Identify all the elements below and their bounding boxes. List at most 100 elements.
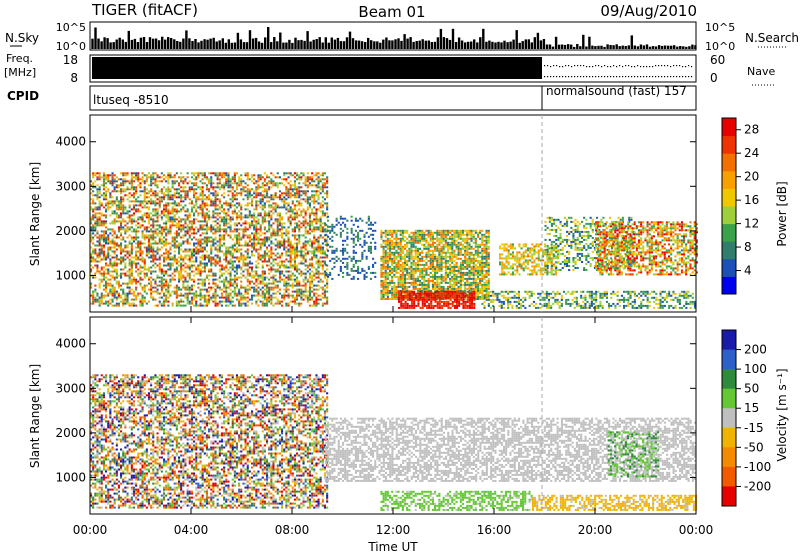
nsky-bar bbox=[667, 45, 670, 49]
data-cell bbox=[102, 254, 105, 257]
data-cell bbox=[313, 214, 316, 217]
data-cell bbox=[128, 214, 131, 217]
data-cell bbox=[304, 228, 307, 231]
data-cell bbox=[141, 302, 144, 305]
data-cell bbox=[327, 225, 330, 228]
data-cell bbox=[229, 294, 232, 297]
data-cell bbox=[304, 278, 307, 281]
data-cell bbox=[311, 178, 314, 181]
data-cell bbox=[130, 288, 133, 291]
data-cell bbox=[223, 216, 226, 219]
data-cell bbox=[285, 282, 288, 285]
data-cell bbox=[150, 236, 153, 239]
data-cell bbox=[321, 246, 324, 249]
freq-dot bbox=[574, 76, 576, 78]
data-cell bbox=[212, 216, 215, 219]
data-cell bbox=[276, 240, 279, 243]
data-cell bbox=[111, 182, 114, 185]
data-cell bbox=[225, 228, 228, 231]
data-cell bbox=[386, 298, 389, 300]
data-cell bbox=[397, 237, 400, 240]
data-cell bbox=[94, 252, 97, 255]
data-cell bbox=[302, 290, 305, 293]
data-cell bbox=[141, 172, 144, 175]
data-cell bbox=[186, 264, 189, 267]
data-cell bbox=[263, 272, 266, 275]
data-cell bbox=[248, 194, 251, 197]
data-cell bbox=[175, 240, 178, 243]
data-cell bbox=[324, 263, 327, 266]
data-cell bbox=[270, 266, 273, 269]
data-cell bbox=[298, 174, 301, 177]
data-cell bbox=[193, 236, 196, 239]
nsky-bar bbox=[660, 45, 664, 49]
data-cell bbox=[293, 274, 296, 277]
data-cell bbox=[246, 288, 249, 291]
data-cell bbox=[92, 200, 95, 203]
data-cell bbox=[225, 280, 228, 283]
data-cell bbox=[141, 252, 144, 255]
data-cell bbox=[404, 285, 407, 288]
data-cell bbox=[120, 208, 123, 211]
data-cell bbox=[240, 190, 243, 193]
nsky-bar bbox=[670, 45, 673, 49]
data-cell bbox=[342, 221, 345, 224]
data-cell bbox=[218, 280, 221, 283]
data-cell bbox=[141, 178, 144, 181]
data-cell bbox=[342, 257, 345, 260]
data-cell bbox=[201, 220, 204, 223]
nave-dot bbox=[661, 65, 663, 67]
data-cell bbox=[242, 294, 245, 297]
data-cell bbox=[404, 267, 407, 270]
data-cell bbox=[401, 247, 404, 250]
data-cell bbox=[357, 225, 360, 228]
data-cell bbox=[120, 216, 123, 219]
data-cell bbox=[389, 259, 392, 262]
data-cell bbox=[321, 286, 324, 289]
data-cell bbox=[214, 228, 217, 231]
data-cell bbox=[272, 180, 275, 183]
data-cell bbox=[300, 222, 303, 225]
nsky-bar bbox=[100, 41, 103, 49]
data-cell bbox=[384, 293, 387, 296]
data-cell bbox=[270, 254, 273, 257]
data-cell bbox=[240, 272, 243, 275]
data-cell bbox=[203, 270, 206, 273]
data-cell bbox=[238, 290, 241, 293]
data-cell bbox=[291, 188, 294, 191]
data-cell bbox=[197, 206, 200, 209]
data-cell bbox=[180, 258, 183, 261]
data-cell bbox=[139, 302, 142, 305]
data-cell bbox=[285, 206, 288, 209]
data-cell bbox=[268, 220, 271, 223]
data-cell bbox=[251, 214, 254, 217]
nsky-bar bbox=[448, 39, 452, 49]
data-cell bbox=[229, 218, 232, 221]
data-cell bbox=[263, 250, 266, 253]
data-cell bbox=[160, 226, 163, 229]
data-cell bbox=[244, 230, 247, 233]
data-cell bbox=[218, 250, 221, 253]
data-cell bbox=[214, 198, 217, 201]
data-cell bbox=[283, 288, 286, 291]
data-cell bbox=[193, 244, 196, 247]
data-cell bbox=[102, 276, 105, 279]
data-cell bbox=[319, 286, 322, 289]
data-cell bbox=[278, 190, 281, 193]
data-cell bbox=[100, 234, 103, 237]
data-cell bbox=[150, 190, 153, 193]
data-cell bbox=[238, 240, 241, 243]
data-cell bbox=[308, 294, 311, 297]
data-cell bbox=[203, 174, 206, 177]
data-cell bbox=[384, 281, 387, 284]
data-cell bbox=[139, 182, 142, 185]
data-cell bbox=[296, 264, 299, 267]
data-cell bbox=[173, 174, 176, 177]
data-cell bbox=[251, 244, 254, 247]
data-cell bbox=[143, 220, 146, 223]
data-cell bbox=[242, 232, 245, 235]
data-cell bbox=[113, 180, 116, 183]
data-cell bbox=[115, 302, 118, 305]
data-cell bbox=[105, 196, 108, 199]
data-cell bbox=[212, 188, 215, 191]
